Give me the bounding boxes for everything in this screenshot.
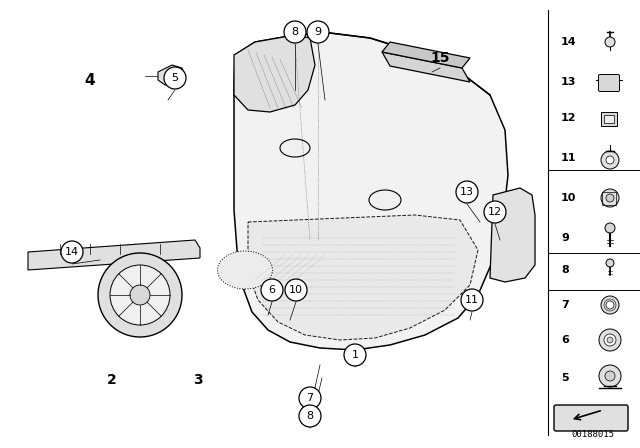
Circle shape bbox=[599, 365, 621, 387]
Text: 8: 8 bbox=[561, 265, 569, 275]
FancyBboxPatch shape bbox=[604, 115, 614, 123]
Circle shape bbox=[98, 253, 182, 337]
Polygon shape bbox=[382, 42, 470, 68]
Circle shape bbox=[605, 371, 615, 381]
Polygon shape bbox=[158, 65, 185, 85]
Circle shape bbox=[606, 194, 614, 202]
Text: 14: 14 bbox=[561, 37, 577, 47]
Circle shape bbox=[299, 405, 321, 427]
Circle shape bbox=[601, 296, 619, 314]
Circle shape bbox=[456, 181, 478, 203]
Text: 5: 5 bbox=[561, 373, 568, 383]
Circle shape bbox=[130, 285, 150, 305]
Ellipse shape bbox=[369, 190, 401, 210]
Circle shape bbox=[601, 151, 619, 169]
Ellipse shape bbox=[280, 139, 310, 157]
Text: 10: 10 bbox=[289, 285, 303, 295]
Text: 9: 9 bbox=[561, 233, 569, 243]
Text: 8: 8 bbox=[291, 27, 299, 37]
Circle shape bbox=[110, 265, 170, 325]
Text: 12: 12 bbox=[561, 113, 577, 123]
Polygon shape bbox=[382, 52, 470, 82]
Circle shape bbox=[164, 67, 186, 89]
Text: 15: 15 bbox=[430, 51, 450, 65]
Text: 1: 1 bbox=[351, 350, 358, 360]
Circle shape bbox=[604, 334, 616, 346]
Text: 9: 9 bbox=[314, 27, 321, 37]
Text: 8: 8 bbox=[307, 411, 314, 421]
FancyBboxPatch shape bbox=[598, 74, 620, 91]
Text: 3: 3 bbox=[193, 373, 203, 387]
Polygon shape bbox=[248, 215, 478, 340]
Text: 5: 5 bbox=[172, 73, 179, 83]
Polygon shape bbox=[28, 240, 200, 270]
Circle shape bbox=[344, 344, 366, 366]
FancyBboxPatch shape bbox=[601, 112, 617, 126]
Circle shape bbox=[606, 156, 614, 164]
Circle shape bbox=[61, 241, 83, 263]
Circle shape bbox=[285, 279, 307, 301]
Text: 10: 10 bbox=[561, 193, 577, 203]
Text: 14: 14 bbox=[65, 247, 79, 257]
Circle shape bbox=[484, 201, 506, 223]
Text: 2: 2 bbox=[107, 373, 117, 387]
Polygon shape bbox=[234, 35, 315, 112]
Circle shape bbox=[299, 387, 321, 409]
Circle shape bbox=[599, 329, 621, 351]
Circle shape bbox=[307, 21, 329, 43]
Text: 11: 11 bbox=[465, 295, 479, 305]
Circle shape bbox=[461, 289, 483, 311]
Polygon shape bbox=[490, 188, 535, 282]
Text: 4: 4 bbox=[84, 73, 95, 87]
Circle shape bbox=[261, 279, 283, 301]
Circle shape bbox=[605, 223, 615, 233]
Text: 13: 13 bbox=[561, 77, 577, 87]
Circle shape bbox=[607, 337, 613, 343]
Polygon shape bbox=[234, 33, 508, 350]
Text: 6: 6 bbox=[269, 285, 275, 295]
Text: 00188015: 00188015 bbox=[572, 430, 614, 439]
Text: 7: 7 bbox=[307, 393, 314, 403]
Text: 11: 11 bbox=[561, 153, 577, 163]
Ellipse shape bbox=[218, 251, 273, 289]
Circle shape bbox=[605, 37, 615, 47]
Circle shape bbox=[601, 189, 619, 207]
Circle shape bbox=[284, 21, 306, 43]
Text: 12: 12 bbox=[488, 207, 502, 217]
Circle shape bbox=[606, 301, 614, 309]
Text: 13: 13 bbox=[460, 187, 474, 197]
Text: 6: 6 bbox=[561, 335, 569, 345]
Text: 7: 7 bbox=[561, 300, 569, 310]
Circle shape bbox=[606, 259, 614, 267]
FancyBboxPatch shape bbox=[554, 405, 628, 431]
